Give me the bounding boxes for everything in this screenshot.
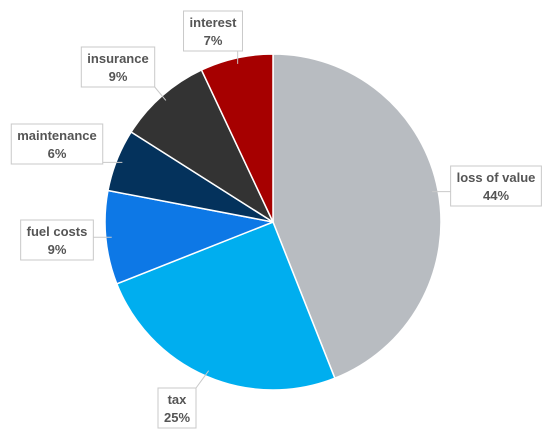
slice-label-text: fuel costs [27,224,88,239]
label-box [10,123,104,165]
slice-loss-of-value [272,53,442,379]
slice-label-text: tax [168,392,188,407]
slice-value-text: 6% [48,146,67,161]
label-fuel-costs: fuel costs 9% [20,219,112,261]
slice-label-text: loss of value [457,170,536,185]
label-insurance: insurance 9% [80,46,167,101]
label-maintenance: maintenance 6% [10,123,123,165]
slice-fuel-costs [104,189,274,285]
label-tax: tax 25% [157,370,210,429]
slice-value-text: 25% [164,410,190,425]
slice-value-text: 44% [483,188,509,203]
label-loss-of-value: loss of value 44% [432,165,542,207]
pie-slices [104,53,442,391]
slice-value-text: 9% [109,69,128,84]
leader-line [195,370,210,389]
slice-interest [200,53,274,223]
slice-label-text: insurance [87,51,148,66]
label-box [183,10,243,52]
slice-tax [116,221,336,391]
slice-value-text: 7% [204,33,223,48]
slice-value-text: 9% [48,242,67,257]
label-interest: interest 7% [183,10,243,64]
slice-labels: loss of value 44% tax 25% fuel costs 9% mainte… [10,10,542,429]
label-box [157,387,197,429]
label-box [80,46,156,88]
slice-label-text: interest [190,15,238,30]
label-box [20,219,94,261]
label-box [450,165,542,207]
slice-label-text: maintenance [17,128,96,143]
leader-line [154,86,167,101]
